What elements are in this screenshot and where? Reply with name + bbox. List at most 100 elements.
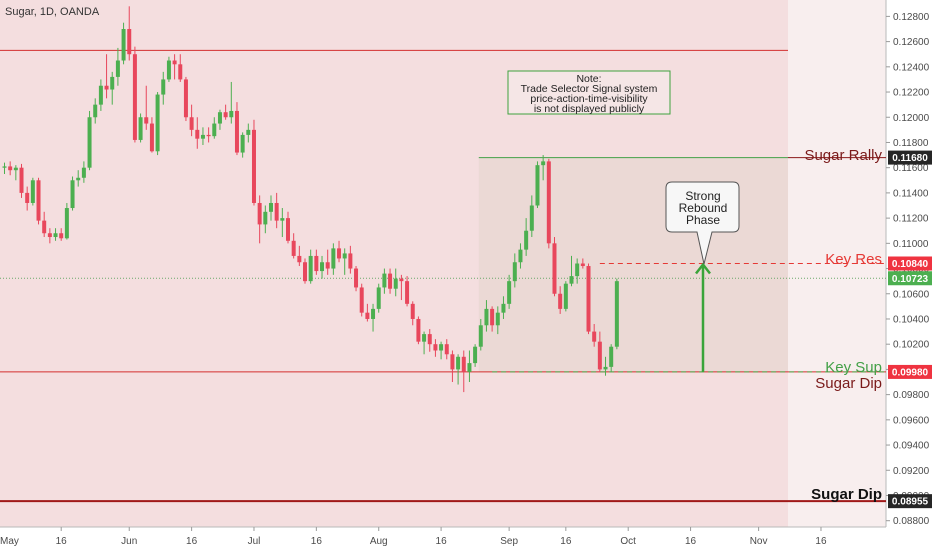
candle bbox=[115, 47, 120, 86]
y-tick-label: 0.08800 bbox=[893, 516, 930, 527]
candle-body bbox=[53, 233, 58, 238]
candle-body bbox=[501, 303, 506, 313]
candle bbox=[439, 341, 444, 360]
candle bbox=[592, 324, 597, 347]
candle bbox=[8, 161, 13, 176]
candle bbox=[342, 248, 347, 275]
y-tick-label: 0.12200 bbox=[893, 88, 930, 99]
rebound-range-zone bbox=[478, 157, 788, 372]
badge-sup: 0.09980 bbox=[888, 364, 932, 379]
y-tick-label: 0.12000 bbox=[893, 113, 930, 124]
candle bbox=[405, 276, 410, 307]
candle-body bbox=[25, 192, 30, 203]
y-tick-label: 0.12800 bbox=[893, 12, 930, 23]
candle-body bbox=[110, 76, 115, 90]
candle-body bbox=[8, 166, 13, 171]
candle bbox=[25, 186, 30, 211]
candle-body bbox=[166, 60, 171, 80]
note-box-frame bbox=[507, 70, 671, 115]
y-tick-label: 0.09400 bbox=[893, 441, 930, 452]
x-axis-ticks: May 16 Jun 16 Jul 16 Aug 16 Sep 16 Oct 16 Nov 16 bbox=[0, 527, 827, 547]
candle bbox=[320, 255, 325, 279]
candle bbox=[422, 331, 427, 355]
x-tick-label: 16 bbox=[186, 536, 198, 547]
candle bbox=[144, 85, 149, 130]
candle bbox=[297, 245, 302, 267]
candle bbox=[450, 350, 455, 383]
candle-body bbox=[427, 334, 432, 345]
candle-body bbox=[348, 253, 353, 269]
candle-body bbox=[405, 281, 410, 304]
candle bbox=[541, 155, 546, 181]
label-key-res: Key Res bbox=[825, 251, 882, 268]
candle-body bbox=[195, 129, 200, 139]
candle bbox=[478, 318, 483, 351]
candle bbox=[183, 76, 188, 122]
candle bbox=[382, 268, 387, 294]
badge-res-text: 0.10840 bbox=[892, 259, 929, 270]
candle-body bbox=[558, 293, 563, 309]
badge-dip2: 0.08955 bbox=[888, 494, 932, 509]
candle bbox=[189, 104, 194, 137]
candle-body bbox=[229, 110, 234, 118]
candle-body bbox=[47, 233, 52, 238]
candle-body bbox=[467, 363, 472, 372]
candle bbox=[518, 243, 523, 269]
candle bbox=[337, 240, 342, 263]
y-tick-label: 0.09600 bbox=[893, 415, 930, 426]
candle-body bbox=[2, 166, 7, 168]
candle-body bbox=[603, 366, 608, 370]
candle-body bbox=[569, 276, 574, 284]
candle-body bbox=[586, 266, 591, 332]
candle-body bbox=[286, 218, 290, 241]
candle bbox=[484, 300, 489, 332]
candle bbox=[47, 228, 52, 244]
candle bbox=[433, 339, 438, 357]
candle bbox=[87, 110, 92, 171]
candle-body bbox=[257, 202, 262, 225]
candle-body bbox=[563, 283, 568, 309]
candle bbox=[524, 218, 529, 256]
y-tick-label: 0.10400 bbox=[893, 314, 930, 325]
x-tick-label: May bbox=[0, 536, 19, 547]
candle-body bbox=[104, 85, 109, 90]
candle bbox=[291, 233, 296, 259]
candle-body bbox=[268, 202, 273, 212]
badge-sup-box bbox=[888, 364, 932, 379]
candle bbox=[444, 339, 449, 360]
candle bbox=[286, 211, 290, 244]
x-tick-label: Sep bbox=[500, 536, 518, 547]
note-line-1: Trade Selector Signal system bbox=[521, 83, 658, 95]
candle bbox=[586, 263, 591, 335]
candle bbox=[416, 316, 421, 345]
candle-body bbox=[376, 287, 381, 309]
candle bbox=[280, 208, 285, 238]
candle bbox=[614, 278, 619, 350]
label-key-sup: Key Sup bbox=[825, 359, 882, 376]
candle-body bbox=[234, 110, 239, 153]
candle bbox=[501, 296, 506, 319]
candle bbox=[569, 255, 574, 287]
candle bbox=[371, 303, 376, 332]
x-tick-label: 16 bbox=[685, 536, 697, 547]
candle-body bbox=[87, 117, 92, 168]
candle bbox=[546, 158, 551, 249]
candle bbox=[268, 195, 273, 221]
candle-body bbox=[70, 180, 75, 209]
candle-body bbox=[439, 344, 444, 351]
candle bbox=[427, 329, 432, 352]
candle bbox=[388, 268, 393, 294]
candle-body bbox=[399, 278, 404, 282]
candle-body bbox=[490, 308, 495, 326]
y-tick-label: 0.11000 bbox=[893, 239, 929, 250]
badge-current-box bbox=[888, 271, 932, 286]
candle bbox=[365, 303, 370, 322]
label-sugar-dip: Sugar Dip bbox=[815, 375, 882, 392]
candle-body bbox=[76, 177, 81, 181]
candle bbox=[257, 195, 262, 244]
candle bbox=[308, 249, 313, 284]
candle-body bbox=[461, 356, 466, 372]
candle-body bbox=[200, 134, 205, 139]
candle bbox=[172, 54, 177, 80]
